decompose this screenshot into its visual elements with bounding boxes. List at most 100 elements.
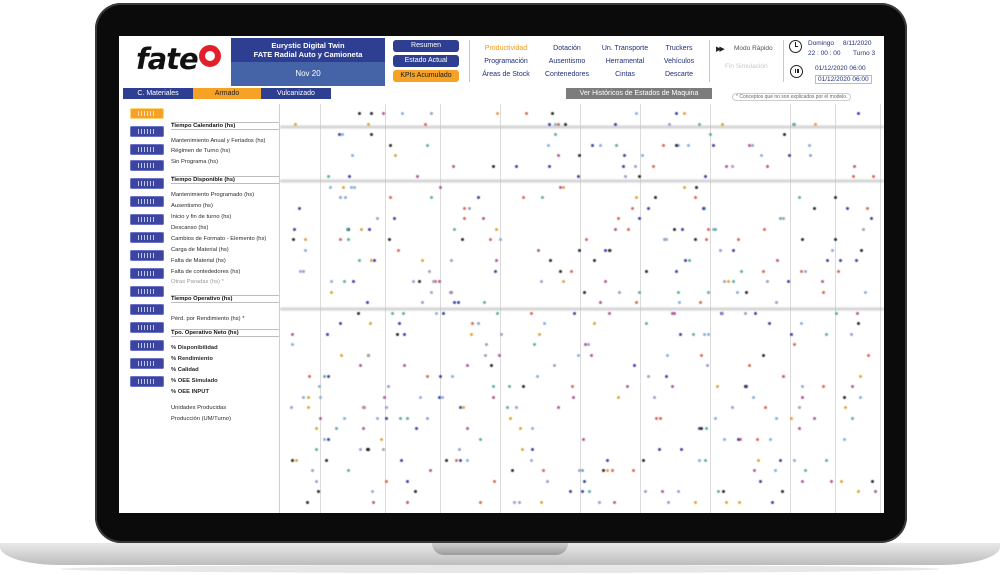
blurred-cell [580,490,584,493]
blurred-cell [871,175,875,178]
blurred-cell [351,154,355,157]
grid-section-line [280,126,884,128]
nav-un-transporte[interactable]: Un. Transporte [601,45,649,52]
nav-truckers[interactable]: Truckers [665,45,693,52]
blurred-cell [598,143,602,147]
blurred-cell [722,280,726,283]
blurred-cell [304,238,308,241]
blurred-cell [351,280,355,283]
machine-selector-icon[interactable] [130,196,164,207]
machine-selector-icon[interactable] [130,144,164,155]
machine-selector-icon[interactable] [130,126,164,137]
nav-cintas[interactable]: Cintas [615,71,635,78]
blurred-cell [514,406,518,409]
blurred-cell [614,227,618,231]
blurred-cell [418,395,422,399]
blurred-cell [416,175,419,178]
machine-selector-icon[interactable] [130,178,164,189]
nav-productividad[interactable]: Productividad [484,45,528,52]
blurred-cell [338,238,342,241]
blurred-cell [631,469,635,472]
blurred-cell [326,175,330,178]
machine-selector-icon[interactable] [130,304,164,315]
blurred-cell [654,196,658,199]
blurred-cell [857,112,861,115]
history-button[interactable]: Ver Históricos de Estados de Maquina [566,88,712,99]
blurred-cell [780,490,784,493]
fast-forward-icon[interactable]: ▶▶ [716,46,725,53]
nav-contenedores[interactable]: Contenedores [545,71,589,78]
machine-selector-icon[interactable] [130,160,164,171]
blurred-cell [781,217,785,220]
machine-selector-icon[interactable] [130,232,164,243]
nav-programacion[interactable]: Programación [484,58,528,65]
nav-areas-stock[interactable]: Áreas de Stock [482,71,530,78]
metric-label: Otras Paradas (hs) * [171,279,224,285]
blurred-cell [556,122,560,126]
project-title-box: Eurystic Digital Twin FATE Radial Auto y… [231,38,385,86]
kpis-accumulated-button[interactable]: KPIs Acumulado [393,70,459,82]
blurred-cell [680,448,683,451]
clock-icon [789,40,802,53]
blurred-cell [319,395,323,399]
blurred-cell [661,143,665,147]
nav-descarte[interactable]: Descarte [664,71,693,78]
blurred-cell [608,311,612,315]
blurred-cell [586,343,590,346]
end-simulation-label[interactable]: Fin Simulación [725,63,768,70]
blurred-cell [493,269,497,273]
machine-selector-icon[interactable] [130,268,164,279]
blurred-cell [494,259,498,262]
current-state-button[interactable]: Estado Actual [393,55,459,67]
machine-selector-icon[interactable] [130,376,164,387]
shift-label: Turno 3 [853,50,876,57]
fast-mode-label[interactable]: Modo Rápido [734,45,773,52]
blurred-cell [338,133,342,136]
brand-logo: fate [136,42,199,76]
metric-label: Tiempo Operativo (hs) [171,295,279,303]
nav-dotacion[interactable]: Dotación [553,45,581,52]
machine-selector-icon[interactable] [130,286,164,297]
metric-label: % Disponibilidad [171,345,218,351]
blurred-cell [776,259,780,262]
blurred-cell [572,395,576,399]
blurred-cell [338,196,342,199]
tab-c-materiales[interactable]: C. Materiales [123,88,193,99]
blurred-cell [744,311,748,315]
blurred-cell [873,490,877,493]
blurred-cell [863,290,867,294]
blurred-cell [686,143,690,147]
blurred-cell [623,175,627,178]
blurred-cell [630,206,634,210]
blurred-cell [373,259,377,262]
date-label: 8/11/2020 [843,40,872,47]
blurred-cell [681,227,685,231]
nav-herramental[interactable]: Herramental [605,58,645,65]
machine-selector-icon[interactable] [130,108,164,119]
tab-vulcanizado[interactable]: Vulcanizado [261,88,331,99]
summary-button[interactable]: Resumen [393,40,459,52]
blurred-cell [697,458,701,462]
machine-selector-icon[interactable] [130,250,164,261]
pause-icon[interactable] [790,65,803,78]
nav-ausentismo[interactable]: Ausentismo [548,58,586,65]
brand-ring-icon [199,45,221,67]
blurred-cell [437,280,441,283]
blurred-cell [852,175,856,178]
blurred-cell [678,332,682,336]
range-end[interactable]: 01/12/2020 06:00 [815,75,872,84]
machine-selector-icon[interactable] [130,214,164,225]
blurred-cell [698,122,702,126]
blurred-cell [488,238,492,241]
blurred-cell [491,395,495,399]
blurred-cell [707,290,711,294]
blurred-cell [700,353,704,357]
blurred-cell [426,143,430,147]
tab-armado[interactable]: Armado [193,88,261,99]
machine-selector-icon[interactable] [130,358,164,369]
machine-selector-icon[interactable] [130,340,164,351]
nav-vehiculos[interactable]: Vehículos [663,58,695,65]
divider [783,40,784,82]
blurred-cell [783,133,787,136]
machine-selector-icon[interactable] [130,322,164,333]
